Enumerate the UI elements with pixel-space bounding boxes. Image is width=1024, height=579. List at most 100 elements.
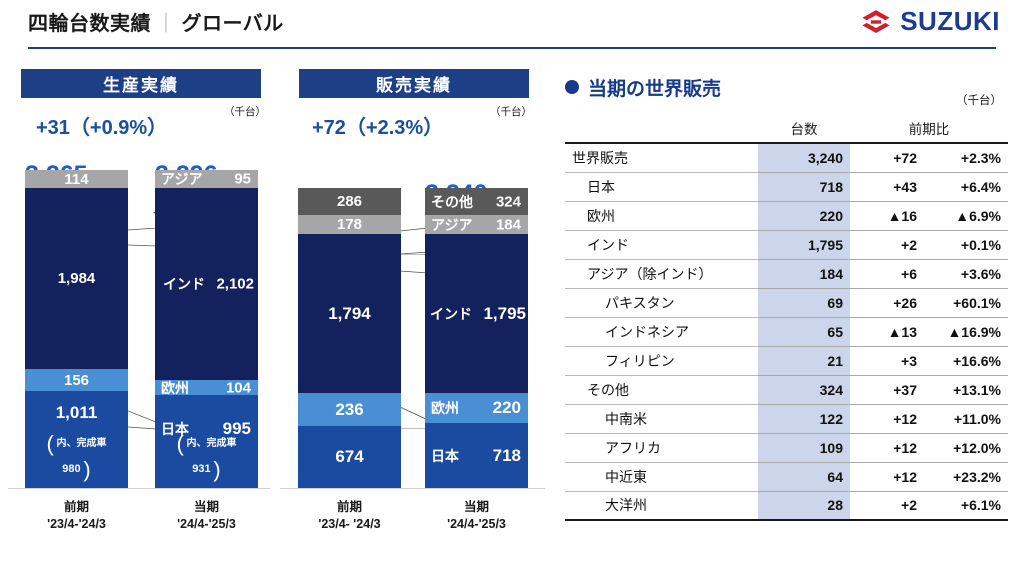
production-unit: （千台） (224, 106, 266, 118)
inner-note-label-2: 内、完成車 (186, 438, 237, 450)
production-delta: +31（+0.9%） (36, 117, 168, 139)
table-col-name (565, 118, 758, 143)
sales-prev-asia: 178 (298, 215, 401, 234)
production-prev-inner-note: ( 内、完成車 980 ) (46, 431, 106, 482)
row-name: フィリピン (565, 345, 758, 375)
table-row[interactable]: 世界販売 3,240 +72 +2.3% (565, 142, 1008, 172)
table-title: 当期の世界販売 (588, 79, 722, 100)
table-row[interactable]: フィリピン 21 +3 +16.6% (565, 345, 1008, 375)
row-diff: +37 (850, 374, 924, 404)
row-diff: +6 (850, 258, 924, 288)
sales-curr-asia-name: アジア (431, 216, 473, 233)
table-row[interactable]: 日本 718 +43 +6.4% (565, 171, 1008, 201)
sales-curr-other-value: 324 (495, 193, 521, 210)
sales-curr-asia: アジア 184 (425, 215, 528, 234)
sales-bar-curr: その他 324 アジア 184 インド 1,795 欧州 220 日本 718 (425, 188, 528, 488)
table-row[interactable]: 大洋州 28 +2 +6.1% (565, 490, 1008, 521)
row-diff: +12 (850, 432, 924, 462)
row-units: 122 (758, 403, 850, 433)
production-curr-europe: 欧州 104 (155, 379, 258, 396)
row-pct: +0.1% (924, 229, 1008, 259)
row-units: 1,795 (758, 229, 850, 259)
row-name: アジア（除インド） (565, 258, 758, 288)
row-diff: +26 (850, 287, 924, 317)
row-diff: +12 (850, 403, 924, 433)
table-row[interactable]: アフリカ 109 +12 +12.0% (565, 432, 1008, 462)
suzuki-s-mark-icon (862, 9, 890, 33)
row-name: インド (565, 229, 758, 259)
production-curr-india-value: 2,102 (216, 275, 254, 293)
sales-baseline (280, 488, 545, 489)
row-name: インドネシア (565, 316, 758, 346)
production-curr-asia-value: 95 (234, 170, 251, 188)
row-units: 324 (758, 374, 850, 404)
connector-other-sales (400, 228, 428, 254)
production-curr-india-name: インド (163, 276, 205, 292)
row-name: 世界販売 (565, 142, 758, 172)
table-row[interactable]: 中南米 122 +12 +11.0% (565, 403, 1008, 433)
row-diff: +43 (850, 171, 924, 201)
page-title-separator: ｜ (156, 13, 177, 35)
table-col-diff: 前期比 (908, 122, 950, 137)
row-pct: +3.6% (924, 258, 1008, 288)
bracket-right: ) (83, 456, 91, 482)
sales-prev-europe-value: 236 (335, 399, 364, 419)
connector-asia-production (128, 228, 156, 247)
row-pct: +2.3% (924, 142, 1008, 172)
production-curr-india: インド 2,102 (155, 188, 258, 380)
suzuki-logo: SUZUKI (859, 6, 1000, 37)
production-prev-europe: 156 (25, 369, 128, 391)
sales-axis-prev-line2: '23/4- '24/3 (318, 517, 381, 532)
row-diff: +2 (850, 229, 924, 259)
row-name: 中近東 (565, 461, 758, 491)
production-prev-asia-value: 114 (64, 170, 89, 188)
sales-curr-india: インド 1,795 (425, 234, 528, 393)
production-curr-europe-name: 欧州 (161, 379, 189, 396)
sales-axis-curr-line2: '24/4-'25/3 (447, 517, 506, 532)
production-axis-prev-line2: '23/4-'24/3 (47, 517, 106, 532)
table-row[interactable]: インドネシア 65 ▲13 ▲16.9% (565, 316, 1008, 346)
production-baseline (8, 488, 270, 489)
sales-bar-prev: 286 178 1,794 236 674 (298, 188, 401, 488)
sales-curr-japan: 日本 718 (425, 423, 528, 488)
sales-curr-japan-value: 718 (492, 445, 521, 465)
table-row[interactable]: インド 1,795 +2 +0.1% (565, 229, 1008, 259)
production-axis-prev-line1: 前期 (63, 500, 89, 515)
sales-axis-curr-line1: 当期 (463, 500, 489, 515)
row-units: 64 (758, 461, 850, 491)
production-curr-japan-name: 日本 (161, 421, 189, 437)
sales-curr-india-value: 1,795 (483, 303, 526, 323)
row-units: 28 (758, 490, 850, 521)
row-name: アフリカ (565, 432, 758, 462)
row-name: 大洋州 (565, 490, 758, 521)
header-divider (28, 47, 996, 49)
sales-axis-curr: 当期 '24/4-'25/3 (425, 499, 528, 533)
production-axis-curr-line1: 当期 (193, 500, 219, 515)
row-diff: +2 (850, 490, 924, 521)
table-row[interactable]: 欧州 220 ▲16 ▲6.9% (565, 200, 1008, 230)
table-header-row: 台数 前期比 (565, 118, 1008, 143)
sales-curr-asia-value: 184 (495, 216, 521, 233)
sales-prev-japan: 674 (298, 426, 401, 488)
production-banner: 生産実績 (21, 69, 261, 98)
row-pct: +60.1% (924, 287, 1008, 317)
sales-curr-europe-name: 欧州 (431, 400, 459, 416)
row-units: 3,240 (758, 142, 850, 172)
table-row[interactable]: 中近東 64 +12 +23.2% (565, 461, 1008, 491)
production-curr-japan: 日本 995 ( 内、完成車 931 ) (155, 395, 258, 488)
production-axis-curr: 当期 '24/4-'25/3 (155, 499, 258, 533)
inner-note-text: 内、完成車 931 (187, 438, 237, 474)
table-row[interactable]: その他 324 +37 +13.1% (565, 374, 1008, 404)
row-name: パキスタン (565, 287, 758, 317)
production-curr-inner-value: 931 (192, 462, 211, 475)
production-bar-curr: アジア 95 インド 2,102 欧州 104 日本 995 ( 内、完成車 9… (155, 170, 258, 488)
table-row[interactable]: パキスタン 69 +26 +60.1% (565, 287, 1008, 317)
production-curr-europe-value: 104 (225, 379, 251, 396)
row-pct: +11.0% (924, 403, 1008, 433)
row-diff: ▲13 (850, 316, 924, 346)
row-diff: ▲16 (850, 200, 924, 230)
sales-curr-other: その他 324 (425, 188, 528, 215)
table-row[interactable]: アジア（除インド） 184 +6 +3.6% (565, 258, 1008, 288)
production-bar-prev: 114 1,984 156 1,011 ( 内、完成車 980 ) (25, 170, 128, 488)
